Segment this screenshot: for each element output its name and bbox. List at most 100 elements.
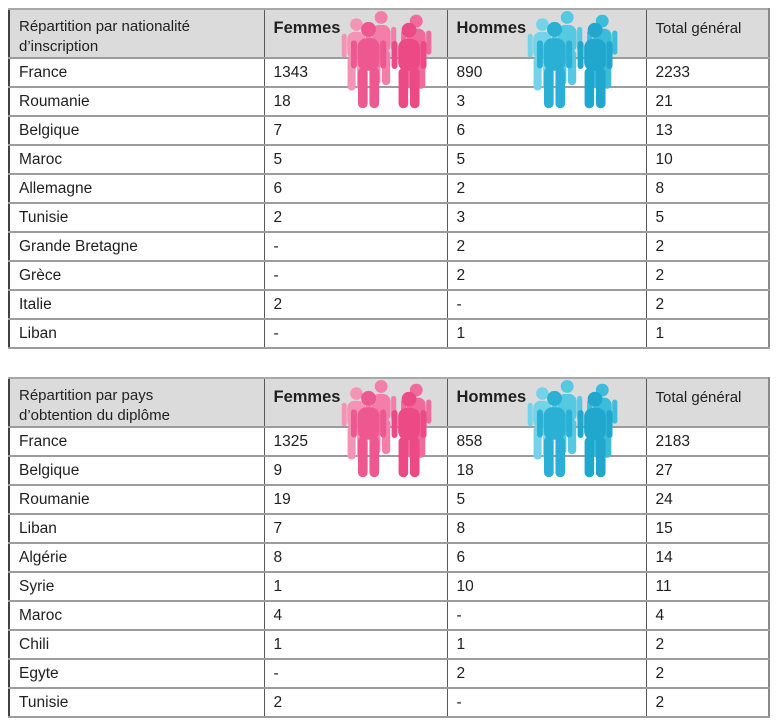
femmes-value-cell: -: [264, 261, 448, 291]
country-cell: Liban: [9, 514, 265, 544]
country-cell: Egyte: [9, 659, 265, 689]
table-row: France 1325 858 2183: [9, 427, 769, 457]
total-value-cell: 24: [646, 485, 769, 515]
hommes-value-cell: -: [447, 688, 647, 718]
hommes-value-cell: 5: [447, 145, 647, 175]
country-cell: Tunisie: [9, 203, 265, 233]
column-header-femmes: Femmes: [264, 378, 448, 428]
country-cell: Grande Bretagne: [9, 232, 265, 262]
hommes-value-cell: 2: [447, 659, 647, 689]
total-value-cell: 1: [646, 319, 769, 349]
header-row: Répartition par pays d’obtention du dipl…: [9, 378, 769, 428]
hommes-value-cell: 858: [447, 427, 647, 457]
femmes-value-cell: 2: [264, 203, 448, 233]
column-header-total: Total général: [646, 378, 769, 428]
total-value-cell: 2: [646, 290, 769, 320]
column-header-femmes: Femmes: [264, 9, 448, 59]
table-row: Italie 2 - 2: [9, 290, 769, 320]
total-value-cell: 2: [646, 688, 769, 718]
total-value-cell: 27: [646, 456, 769, 486]
table-row: Maroc 4 - 4: [9, 601, 769, 631]
country-cell: Chili: [9, 630, 265, 660]
table-row: Roumanie 18 3 21: [9, 87, 769, 117]
table-row: Syrie 1 10 11: [9, 572, 769, 602]
femmes-value-cell: 7: [264, 116, 448, 146]
table-row: Belgique 7 6 13: [9, 116, 769, 146]
hommes-value-cell: 3: [447, 203, 647, 233]
country-cell: Syrie: [9, 572, 265, 602]
table-row: Egyte - 2 2: [9, 659, 769, 689]
femmes-value-cell: 1343: [264, 58, 448, 88]
femmes-value-cell: 9: [264, 456, 448, 486]
total-value-cell: 2: [646, 630, 769, 660]
hommes-value-cell: 1: [447, 630, 647, 660]
table-row: Liban - 1 1: [9, 319, 769, 349]
hommes-value-cell: 8: [447, 514, 647, 544]
hommes-value-cell: 10: [447, 572, 647, 602]
country-cell: Roumanie: [9, 87, 265, 117]
table-title: Répartition par pays d’obtention du dipl…: [9, 378, 265, 428]
data-table: Répartition par nationalité d’inscriptio…: [8, 8, 770, 349]
total-value-cell: 15: [646, 514, 769, 544]
femmes-value-cell: 6: [264, 174, 448, 204]
table-row: Chili 1 1 2: [9, 630, 769, 660]
table-row: Algérie 8 6 14: [9, 543, 769, 573]
header-row: Répartition par nationalité d’inscriptio…: [9, 9, 769, 59]
hommes-value-cell: 2: [447, 232, 647, 262]
table-row: Grèce - 2 2: [9, 261, 769, 291]
table-row: Liban 7 8 15: [9, 514, 769, 544]
column-header-total: Total général: [646, 9, 769, 59]
table-row: Tunisie 2 - 2: [9, 688, 769, 718]
country-cell: Tunisie: [9, 688, 265, 718]
total-value-cell: 2: [646, 232, 769, 262]
hommes-value-cell: -: [447, 290, 647, 320]
hommes-value-cell: 6: [447, 543, 647, 573]
diploma-country-table: Répartition par pays d’obtention du dipl…: [8, 377, 770, 718]
country-cell: Algérie: [9, 543, 265, 573]
country-cell: Grèce: [9, 261, 265, 291]
total-value-cell: 2183: [646, 427, 769, 457]
femmes-value-cell: 7: [264, 514, 448, 544]
hommes-value-cell: 1: [447, 319, 647, 349]
country-cell: Italie: [9, 290, 265, 320]
hommes-value-cell: 2: [447, 174, 647, 204]
table-row: Roumanie 19 5 24: [9, 485, 769, 515]
hommes-value-cell: 5: [447, 485, 647, 515]
country-cell: France: [9, 58, 265, 88]
total-value-cell: 21: [646, 87, 769, 117]
hommes-value-cell: 18: [447, 456, 647, 486]
total-value-cell: 13: [646, 116, 769, 146]
country-cell: Maroc: [9, 601, 265, 631]
total-value-cell: 11: [646, 572, 769, 602]
data-table: Répartition par pays d’obtention du dipl…: [8, 377, 770, 718]
total-value-cell: 5: [646, 203, 769, 233]
table-row: Grande Bretagne - 2 2: [9, 232, 769, 262]
hommes-value-cell: 6: [447, 116, 647, 146]
table-row: Tunisie 2 3 5: [9, 203, 769, 233]
total-value-cell: 8: [646, 174, 769, 204]
femmes-value-cell: 1: [264, 572, 448, 602]
total-value-cell: 2: [646, 261, 769, 291]
total-value-cell: 4: [646, 601, 769, 631]
country-cell: France: [9, 427, 265, 457]
femmes-value-cell: 1: [264, 630, 448, 660]
table-row: Maroc 5 5 10: [9, 145, 769, 175]
table-row: Belgique 9 18 27: [9, 456, 769, 486]
country-cell: Maroc: [9, 145, 265, 175]
table-row: France 1343 890 2233: [9, 58, 769, 88]
femmes-value-cell: -: [264, 319, 448, 349]
femmes-value-cell: -: [264, 232, 448, 262]
hommes-value-cell: 3: [447, 87, 647, 117]
total-value-cell: 2: [646, 659, 769, 689]
total-value-cell: 14: [646, 543, 769, 573]
femmes-value-cell: 8: [264, 543, 448, 573]
hommes-value-cell: 2: [447, 261, 647, 291]
femmes-value-cell: 19: [264, 485, 448, 515]
femmes-value-cell: 1325: [264, 427, 448, 457]
country-cell: Belgique: [9, 456, 265, 486]
total-value-cell: 2233: [646, 58, 769, 88]
femmes-value-cell: 4: [264, 601, 448, 631]
hommes-value-cell: 890: [447, 58, 647, 88]
femmes-value-cell: 5: [264, 145, 448, 175]
